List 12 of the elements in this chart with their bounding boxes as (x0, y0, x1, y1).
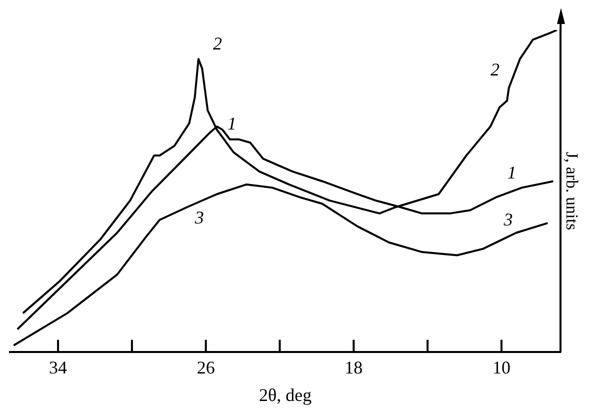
text: 1 (507, 162, 516, 182)
x-axis-title: 2θ, deg (258, 384, 312, 405)
series-label: 1 (227, 113, 236, 134)
series-label: 2 (490, 60, 500, 80)
x-tick-label: 34 (49, 357, 68, 378)
y-axis-title: J, arb. units (562, 152, 582, 230)
series-label: 3 (194, 208, 204, 228)
text: 2 (212, 34, 222, 54)
x-tick-label: 10 (492, 357, 510, 378)
x-tick-label: 18 (344, 357, 363, 378)
x-tick-label: 26 (196, 357, 215, 378)
text: 3 (504, 209, 513, 230)
